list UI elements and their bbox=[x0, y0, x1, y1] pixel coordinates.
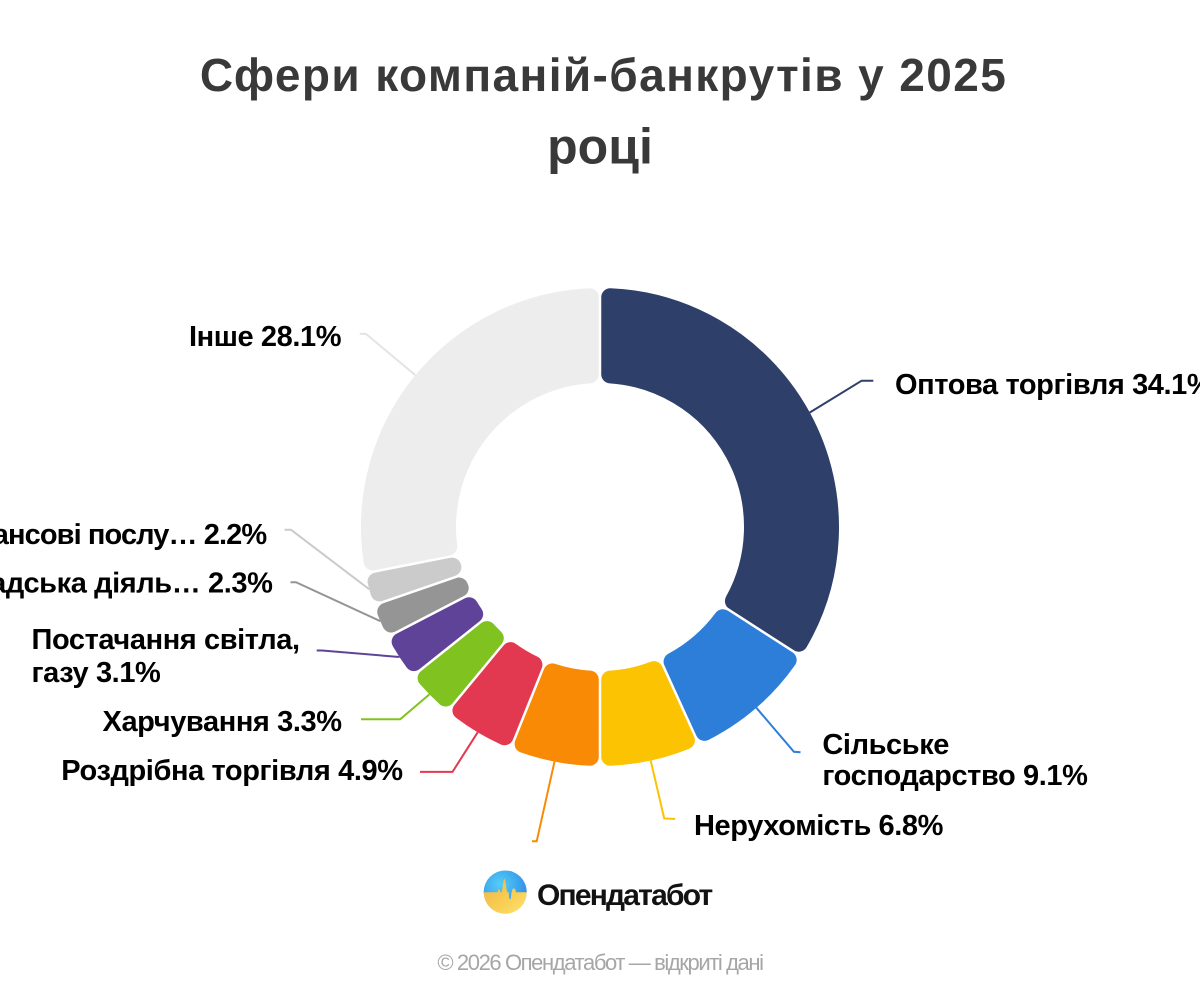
svg-text:Опендатабот: Опендатабот bbox=[537, 879, 712, 912]
svg-text:Інше 28.1%: Інше 28.1% bbox=[189, 321, 342, 353]
svg-text:Фінансові послу… 2.2%: Фінансові послу… 2.2% bbox=[0, 519, 267, 551]
svg-text:Нерухомість 6.8%: Нерухомість 6.8% bbox=[694, 810, 944, 842]
svg-text:Харчування 3.3%: Харчування 3.3% bbox=[103, 706, 343, 738]
svg-text:газу 3.1%: газу 3.1% bbox=[32, 657, 162, 689]
svg-text:Сільське: Сільське bbox=[822, 729, 949, 761]
svg-text:Громадська діяль… 2.3%: Громадська діяль… 2.3% bbox=[0, 568, 273, 600]
svg-text:© 2026 Опендатабот — відкриті: © 2026 Опендатабот — відкриті дані bbox=[437, 950, 763, 975]
svg-text:Сфери компаній-банкрутів у 202: Сфери компаній-банкрутів у 2025 bbox=[200, 49, 1007, 101]
svg-text:Роздрібна торгівля 4.9%: Роздрібна торгівля 4.9% bbox=[61, 755, 403, 787]
svg-text:році: році bbox=[547, 119, 653, 175]
svg-text:Оптова торгівля 34.1%: Оптова торгівля 34.1% bbox=[895, 369, 1200, 401]
svg-text:господарство 9.1%: господарство 9.1% bbox=[822, 760, 1088, 792]
svg-text:Постачання світла,: Постачання світла, bbox=[32, 624, 300, 656]
